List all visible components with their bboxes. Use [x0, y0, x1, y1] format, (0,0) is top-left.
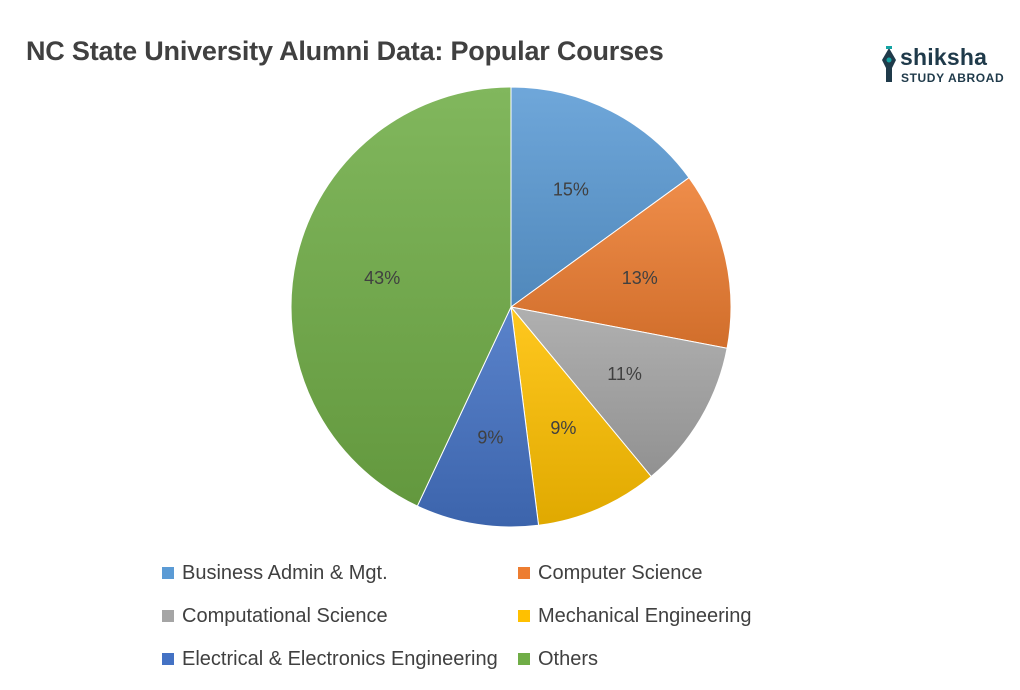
- legend-label: Electrical & Electronics Engineering: [182, 647, 498, 670]
- shiksha-logo: shiksha STUDY ABROAD: [880, 44, 1020, 90]
- legend-item: Others: [518, 648, 858, 670]
- legend-label: Business Admin & Mgt.: [182, 561, 388, 584]
- pie-slice-computer-science: [509, 176, 732, 349]
- data-label: 9%: [477, 427, 503, 447]
- legend-item: Electrical & Electronics Engineering: [162, 648, 518, 670]
- logo-subtitle: STUDY ABROAD: [901, 71, 1005, 85]
- pie-slice-others: [290, 86, 512, 507]
- data-label: 43%: [364, 268, 400, 288]
- legend-item: Computer Science: [518, 562, 858, 584]
- pie-slice-computational-science: [509, 306, 728, 478]
- legend-swatch: [518, 653, 530, 665]
- legend-swatch: [518, 567, 530, 579]
- chart-legend: Business Admin & Mgt. Computer Science Com…: [162, 562, 862, 670]
- logo-brand: shiksha: [900, 44, 988, 70]
- legend-item: Computational Science: [162, 605, 518, 627]
- pie-slice-business-admin-mgt: [510, 86, 690, 308]
- legend-swatch: [162, 610, 174, 622]
- legend-label: Computational Science: [182, 604, 388, 627]
- legend-item: Mechanical Engineering: [518, 605, 858, 627]
- legend-label: Others: [538, 647, 599, 670]
- data-label: 9%: [550, 418, 576, 438]
- legend-swatch: [162, 567, 174, 579]
- legend-item: Business Admin & Mgt.: [162, 562, 518, 584]
- pen-nib-icon: [882, 46, 896, 82]
- legend-swatch: [518, 610, 530, 622]
- pie-slice-electrical-electronics-engineering: [416, 305, 540, 528]
- data-label: 13%: [622, 268, 658, 288]
- data-label: 15%: [553, 179, 589, 199]
- legend-label: Mechanical Engineering: [538, 604, 752, 627]
- chart-title: NC State University Alumni Data: Popular…: [26, 36, 664, 66]
- legend-label: Computer Science: [538, 561, 703, 584]
- data-label: 11%: [607, 364, 642, 384]
- legend-swatch: [162, 653, 174, 665]
- pie-slice-mechanical-engineering: [510, 305, 652, 526]
